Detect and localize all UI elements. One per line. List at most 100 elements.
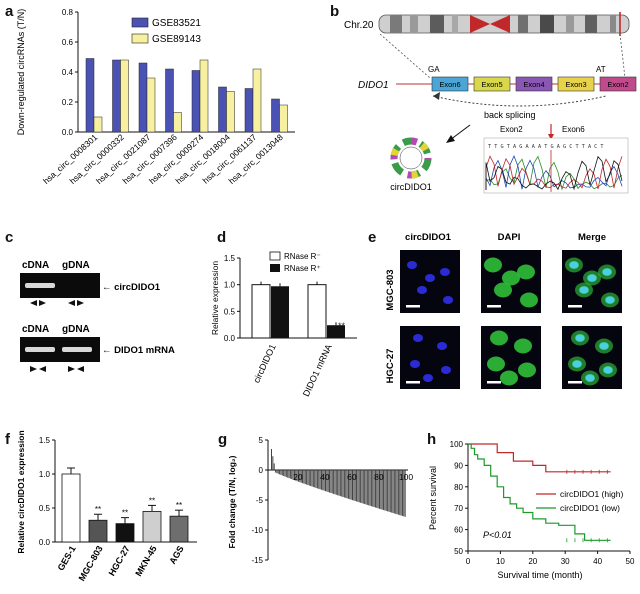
- c-circ-label: ← circDIDO1: [102, 282, 161, 293]
- panel-a-chart: Down-regulated circRNAs (T/N) 0.0 0.2 0.4 0…: [16, 8, 295, 186]
- g-bar: [388, 470, 390, 512]
- e-merge-nucleus: [603, 366, 613, 374]
- g-bar: [393, 470, 395, 514]
- f-xtick-label: GES-1: [56, 544, 78, 572]
- b-exon-label: Exon5: [481, 80, 502, 89]
- a-bar-gse83521: [112, 59, 121, 133]
- a-bar-gse83521: [165, 68, 174, 133]
- h-ytick-label: 100: [450, 440, 464, 449]
- panel-label-e: e: [368, 229, 376, 246]
- e-cytoplasm: [500, 370, 518, 386]
- g-bar: [337, 470, 339, 496]
- circdido1-ring: [390, 137, 432, 179]
- panel-d-chart: Relative expression 0.0 0.5 1.0 1.5 circDID…: [210, 251, 357, 398]
- g-bar: [338, 470, 340, 496]
- g-ytick-label: 0: [259, 466, 264, 475]
- g-ytick-label: -10: [251, 526, 263, 535]
- b-exon-label: Exon4: [523, 80, 544, 89]
- c-gdna-label-2: gDNA: [62, 324, 90, 335]
- g-bar: [349, 470, 351, 500]
- b-exon-box: [557, 76, 595, 92]
- e-nucleus: [441, 366, 451, 374]
- panel-label-g: g: [218, 431, 227, 448]
- e-scale-bar: [487, 305, 501, 308]
- g-bar: [335, 470, 337, 495]
- g-bar: [299, 470, 301, 483]
- g-bar: [303, 470, 305, 484]
- e-scale-bar: [568, 381, 582, 384]
- b-gene-label: DIDO1: [358, 80, 389, 91]
- g-bar: [330, 470, 332, 493]
- g-bar: [385, 470, 387, 511]
- d-legend-swatch-1: [269, 251, 281, 261]
- e-nucleus: [440, 268, 450, 276]
- g-bar: [352, 470, 353, 501]
- panel-label-c: c: [5, 229, 13, 246]
- c-cdna-label-1: cDNA: [22, 260, 49, 271]
- g-bar: [334, 470, 336, 495]
- f-yticks-label: 0.0: [39, 538, 51, 547]
- g-ytick-label: -5: [256, 496, 264, 505]
- g-xtick-label: 20: [293, 472, 303, 482]
- a-ylabel: Down-regulated circRNAs (T/N): [16, 9, 26, 136]
- g-ytick-label: -15: [251, 556, 263, 565]
- g-bar: [271, 449, 272, 470]
- b-chr-label: Chr.20: [344, 20, 374, 31]
- a-yticks-label: 0.2: [62, 98, 74, 107]
- panel-h-chart: Percent survival Survival time (month) 5…: [428, 440, 635, 580]
- g-bar: [319, 470, 321, 490]
- g-bar: [372, 470, 374, 507]
- a-bar-gse83521: [191, 70, 201, 133]
- b-exon2-label: Exon2: [500, 125, 523, 134]
- g-bar: [300, 470, 302, 483]
- a-yticks-label: 0.4: [62, 68, 74, 77]
- d-xtick-label: circDIDO1: [251, 343, 278, 385]
- a-bar-gse83521: [138, 62, 148, 133]
- g-bar: [368, 470, 370, 506]
- g-bar: [395, 470, 397, 514]
- panel-label-h: h: [427, 431, 436, 448]
- g-bar: [400, 470, 402, 516]
- f-bar: [61, 473, 81, 543]
- e-merge-nucleus: [575, 334, 585, 342]
- e-nucleus: [423, 374, 433, 382]
- b-back-splicing-label: back splicing: [484, 110, 536, 120]
- g-bar: [310, 470, 312, 487]
- a-yticks-label: 0.0: [62, 128, 74, 137]
- g-bar: [362, 470, 364, 504]
- g-bar: [331, 470, 333, 494]
- g-bar: [277, 470, 279, 474]
- g-ytick-label: 5: [259, 436, 264, 445]
- g-bar: [397, 470, 399, 515]
- g-bar: [401, 470, 403, 516]
- panel-c-gel: cDNA gDNA ← circDIDO1 cDNA gDNA ← DIDO1 …: [20, 260, 175, 372]
- c-band-circ: [25, 283, 55, 288]
- f-xtick-label: HGC-27: [107, 544, 132, 578]
- g-bar: [304, 470, 306, 485]
- d-yticks-label: 1.0: [224, 281, 236, 290]
- g-bar: [374, 470, 376, 508]
- chromatogram-trace: [485, 155, 623, 190]
- g-bar: [327, 470, 329, 493]
- a-legend-label-1: GSE83521: [152, 18, 201, 29]
- g-bar: [308, 470, 310, 486]
- f-bar: [169, 515, 189, 543]
- g-bar: [343, 470, 345, 498]
- b-exon-box: [473, 76, 511, 92]
- d-yticks-label: 0.0: [224, 334, 236, 343]
- a-legend-swatch-1: [131, 17, 149, 28]
- h-line-high: [468, 443, 611, 473]
- g-bar: [322, 470, 324, 491]
- h-xtick-label: 40: [593, 557, 602, 566]
- g-bar: [339, 470, 341, 497]
- f-ylabel: Relative circDIDO1 expression: [16, 430, 26, 553]
- h-xtick-label: 0: [466, 557, 471, 566]
- f-xtick-label: MKN-45: [133, 544, 158, 578]
- g-bar: [379, 470, 380, 509]
- e-scale-bar: [568, 305, 582, 308]
- e-cytoplasm: [517, 264, 535, 280]
- f-xtick-label: MGC-803: [77, 544, 105, 583]
- f-yticks-label: 1.5: [39, 436, 51, 445]
- e-merge-nucleus: [587, 274, 597, 282]
